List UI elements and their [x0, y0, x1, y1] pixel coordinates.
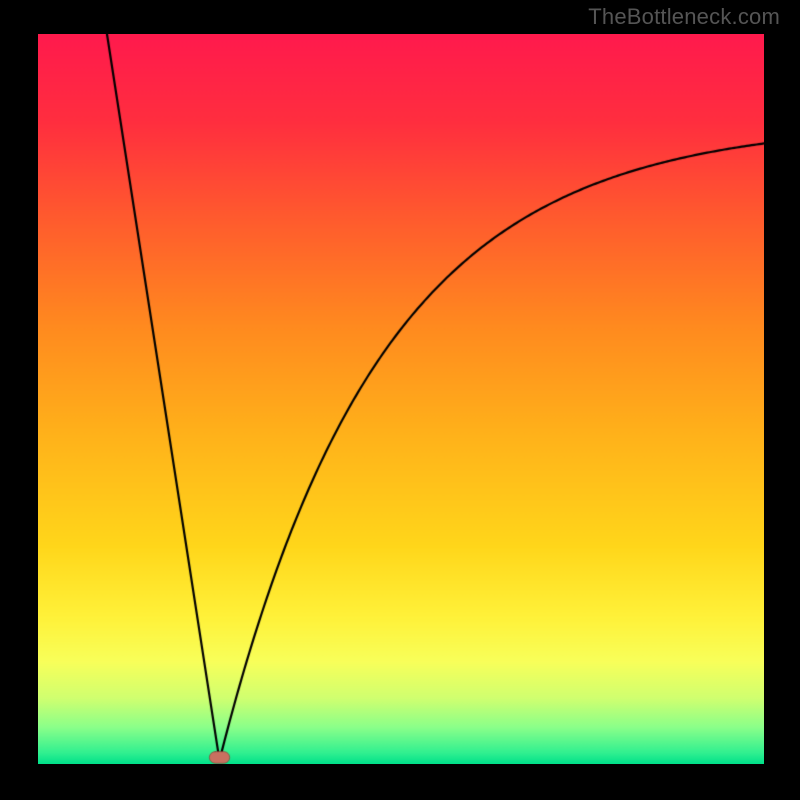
bottleneck-chart [38, 34, 764, 764]
chart-canvas [38, 34, 764, 764]
watermark-text: TheBottleneck.com [588, 4, 780, 30]
